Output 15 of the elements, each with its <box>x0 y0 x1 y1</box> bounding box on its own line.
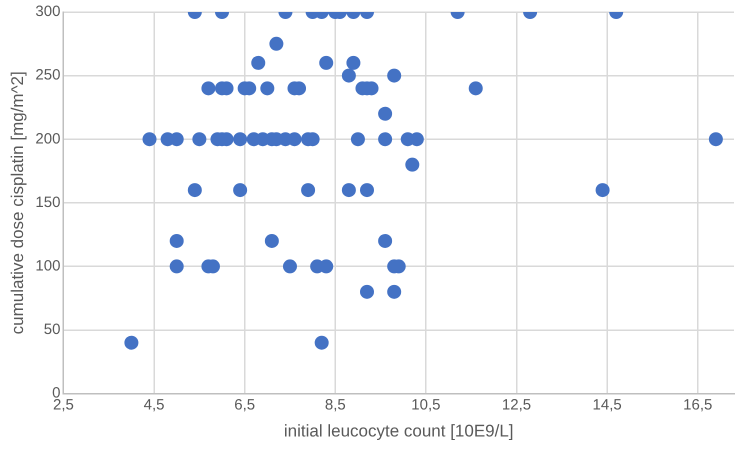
y-tick-label: 150 <box>35 194 60 211</box>
x-tick-label: 16,5 <box>683 396 712 414</box>
x-tick-label: 4,5 <box>144 396 164 414</box>
y-axis-title: cumulative dose cisplatin [mg/m^2] <box>8 71 27 334</box>
y-tick-label: 100 <box>35 258 60 275</box>
y-tick-label: 250 <box>35 66 60 84</box>
x-tick-label: 12,5 <box>502 396 532 414</box>
x-tick-label: 14,5 <box>592 396 622 414</box>
y-tick-label: 50 <box>44 321 60 338</box>
x-tick-label: 10,5 <box>411 396 440 414</box>
x-axis-title: initial leucocyte count [10E9/L] <box>284 421 514 440</box>
x-tick-label: 6,5 <box>234 396 256 414</box>
x-tick-label: 8,5 <box>324 396 346 414</box>
y-tick-label: 300 <box>35 3 60 20</box>
y-tick-label: 200 <box>35 130 60 148</box>
